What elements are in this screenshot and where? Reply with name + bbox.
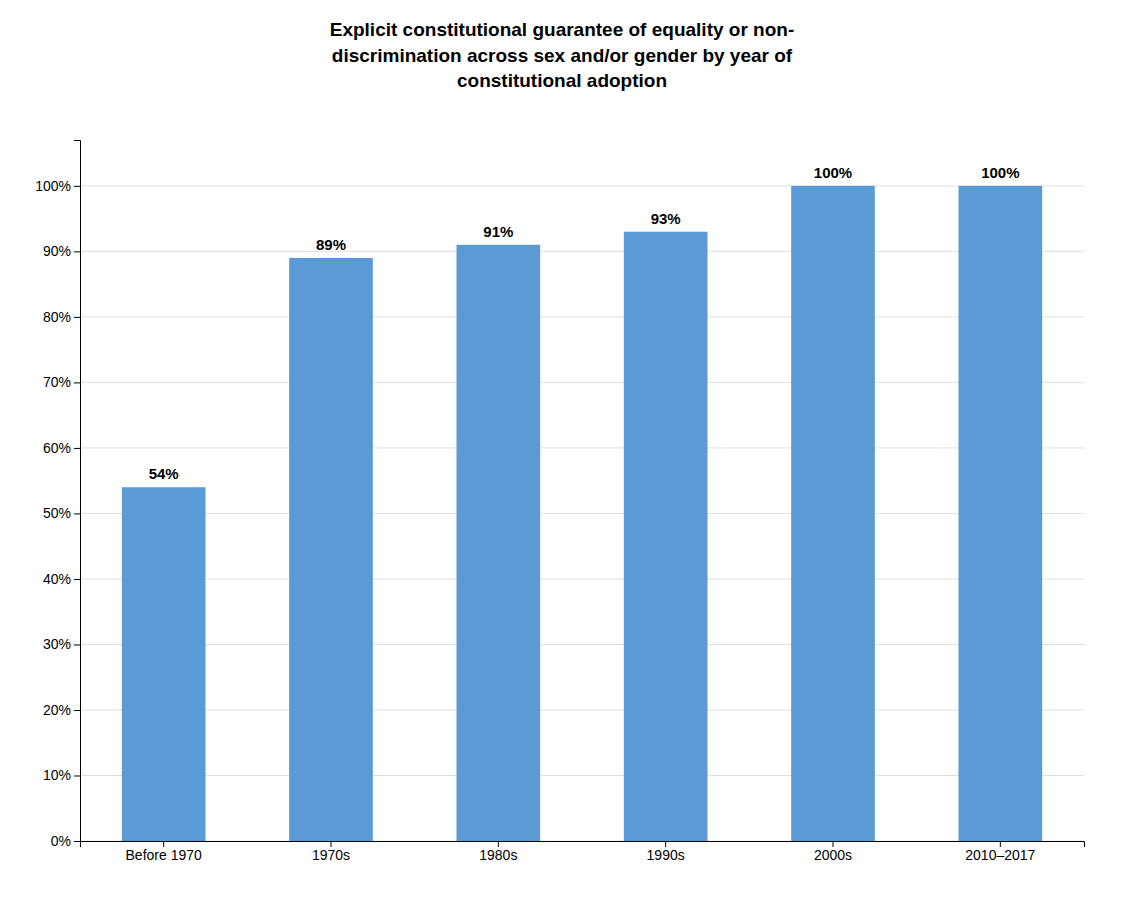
y-axis: 0% 10% 20% 30% 40% 50% 60% 70% 80% 90% 100% [35, 141, 80, 849]
x-tick: 1990s [647, 841, 685, 863]
x-tick-label: 1980s [479, 847, 517, 863]
y-tick: 100% [35, 178, 80, 194]
x-tick: 2000s [814, 841, 852, 863]
y-tick-mark [74, 251, 80, 252]
bar [624, 232, 708, 841]
grid [80, 186, 1084, 841]
grid-line [80, 382, 1084, 383]
grid-line [80, 644, 1084, 645]
x-tick: 1970s [312, 841, 350, 863]
y-tick: 20% [43, 702, 80, 718]
y-tick-label: 100% [35, 178, 71, 194]
bars [122, 186, 1042, 841]
y-tick-label: 90% [43, 243, 71, 259]
y-tick-mark [74, 710, 80, 711]
y-tick-label: 40% [43, 571, 71, 587]
y-tick: 0% [51, 833, 80, 849]
title-line: Explicit constitutional guarantee of equ… [330, 19, 794, 40]
y-tick-mark [74, 317, 80, 318]
y-tick-label: 10% [43, 767, 71, 783]
grid-line [80, 447, 1084, 448]
y-tick-label: 60% [43, 440, 71, 456]
bar [457, 245, 541, 841]
x-tick: 1980s [479, 841, 517, 863]
y-tick-mark [74, 644, 80, 645]
grid-line [80, 709, 1084, 710]
y-tick-mark [74, 579, 80, 580]
title: Explicit constitutional guarantee of equ… [330, 19, 794, 91]
x-tick: Before 1970 [126, 841, 202, 863]
grid-line [80, 185, 1084, 186]
bar [289, 258, 373, 841]
bar [959, 186, 1043, 841]
y-tick-label: 70% [43, 374, 71, 390]
data-label: 93% [651, 210, 681, 227]
x-axis: Before 1970 1970s 1980s 1990s 2000s 2010–2017 [81, 841, 1085, 863]
x-axis-line [81, 842, 1085, 848]
data-label: 100% [814, 164, 852, 181]
y-tick-label: 0% [51, 833, 71, 849]
y-tick-label: 30% [43, 636, 71, 652]
data-labels: 54% 89% 91% 93% 100% 100% [149, 164, 1020, 482]
grid-line [80, 513, 1084, 514]
data-label: 54% [149, 465, 179, 482]
y-tick: 70% [43, 374, 80, 390]
x-tick-label: 1970s [312, 847, 350, 863]
bar [122, 487, 206, 841]
y-tick-mark [74, 841, 80, 842]
chart: Explicit constitutional guarantee of equ… [0, 0, 1124, 901]
y-tick: 90% [43, 243, 80, 259]
x-tick: 2010–2017 [965, 841, 1035, 863]
bar [791, 186, 875, 841]
y-tick: 40% [43, 571, 80, 587]
y-tick: 80% [43, 309, 80, 325]
x-tick-label: Before 1970 [126, 847, 202, 863]
y-axis-line [74, 141, 81, 842]
data-label: 89% [316, 236, 346, 253]
x-tick-label: 2010–2017 [965, 847, 1035, 863]
grid-line [80, 251, 1084, 252]
y-tick: 60% [43, 440, 80, 456]
data-label: 91% [483, 223, 513, 240]
y-tick-mark [74, 513, 80, 514]
data-label: 100% [981, 164, 1019, 181]
y-tick-label: 80% [43, 309, 71, 325]
grid-line [80, 775, 1084, 776]
grid-line [80, 316, 1084, 317]
y-tick-label: 20% [43, 702, 71, 718]
plot: 0% 10% 20% 30% 40% 50% 60% 70% 80% 90% 100% Before … [35, 141, 1084, 863]
y-tick-mark [74, 775, 80, 776]
y-tick: 50% [43, 505, 80, 521]
grid-line [80, 578, 1084, 579]
y-tick-mark [74, 186, 80, 187]
y-tick: 30% [43, 636, 80, 652]
x-tick-label: 1990s [647, 847, 685, 863]
y-tick-mark [74, 382, 80, 383]
title-line: constitutional adoption [457, 70, 667, 91]
x-tick-label: 2000s [814, 847, 852, 863]
y-tick: 10% [43, 767, 80, 783]
y-tick-label: 50% [43, 505, 71, 521]
title-line: discrimination across sex and/or gender … [332, 45, 793, 66]
y-tick-mark [74, 448, 80, 449]
